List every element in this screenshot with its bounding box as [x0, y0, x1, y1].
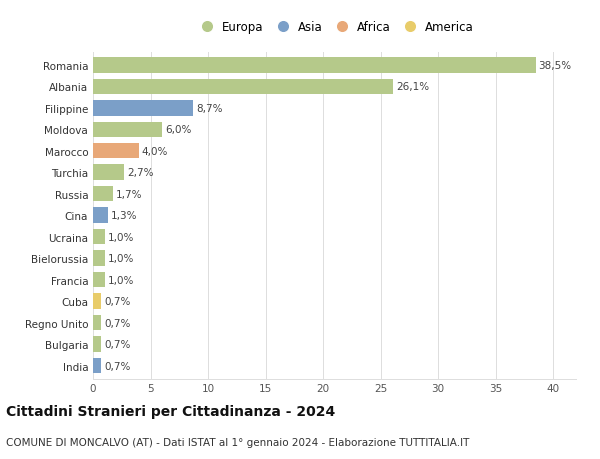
Text: 0,7%: 0,7%: [104, 339, 130, 349]
Text: 1,3%: 1,3%: [111, 211, 137, 221]
Bar: [93, 251, 104, 266]
Text: 38,5%: 38,5%: [539, 61, 572, 71]
Bar: [93, 315, 101, 330]
Text: 0,7%: 0,7%: [104, 361, 130, 371]
Text: 1,0%: 1,0%: [107, 275, 134, 285]
Text: 0,7%: 0,7%: [104, 297, 130, 307]
Text: 1,0%: 1,0%: [107, 254, 134, 263]
Bar: [93, 144, 139, 159]
Bar: [93, 358, 101, 374]
Bar: [93, 272, 104, 288]
Bar: [93, 230, 104, 245]
Bar: [93, 79, 393, 95]
Text: 26,1%: 26,1%: [396, 82, 429, 92]
Text: 1,7%: 1,7%: [115, 189, 142, 199]
Text: 1,0%: 1,0%: [107, 232, 134, 242]
Bar: [93, 101, 193, 116]
Bar: [93, 165, 124, 180]
Text: COMUNE DI MONCALVO (AT) - Dati ISTAT al 1° gennaio 2024 - Elaborazione TUTTITALI: COMUNE DI MONCALVO (AT) - Dati ISTAT al …: [6, 437, 469, 447]
Legend: Europa, Asia, Africa, America: Europa, Asia, Africa, America: [190, 17, 479, 39]
Bar: [93, 122, 162, 138]
Bar: [93, 208, 108, 224]
Bar: [93, 186, 113, 202]
Bar: [93, 58, 536, 73]
Text: 2,7%: 2,7%: [127, 168, 154, 178]
Text: 6,0%: 6,0%: [165, 125, 191, 135]
Text: Cittadini Stranieri per Cittadinanza - 2024: Cittadini Stranieri per Cittadinanza - 2…: [6, 404, 335, 419]
Bar: [93, 294, 101, 309]
Bar: [93, 336, 101, 352]
Text: 0,7%: 0,7%: [104, 318, 130, 328]
Text: 4,0%: 4,0%: [142, 146, 168, 157]
Text: 8,7%: 8,7%: [196, 104, 223, 113]
